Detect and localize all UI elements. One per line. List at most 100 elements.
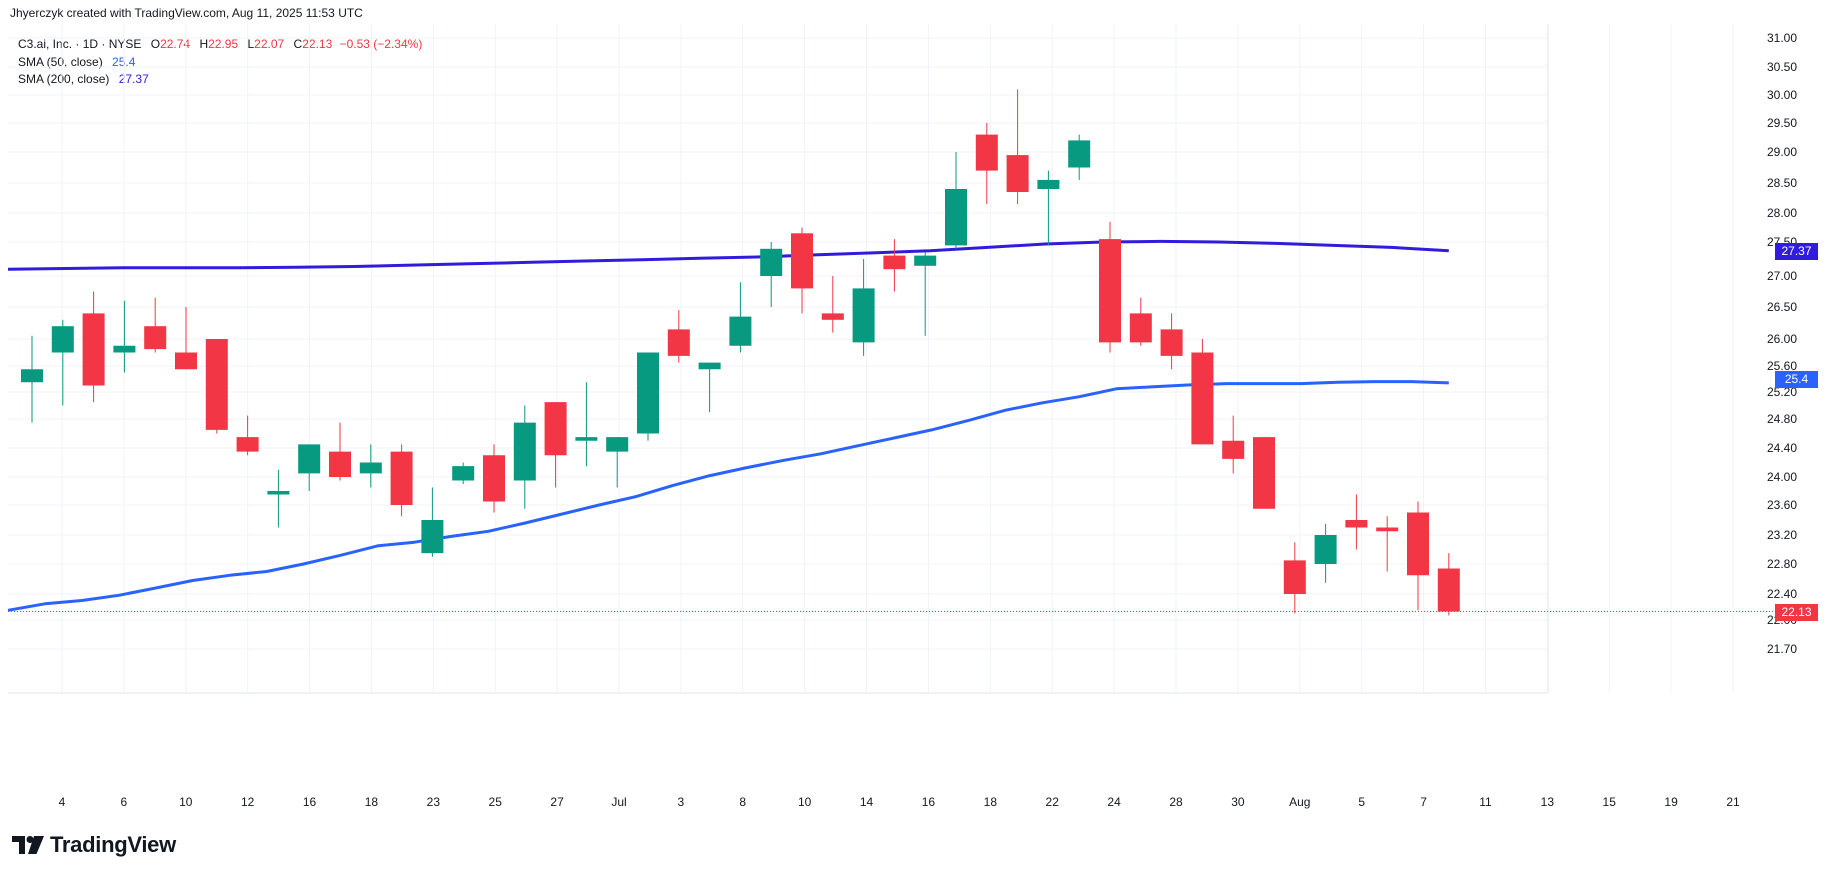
candle-body [637, 352, 659, 434]
candle-body [1407, 512, 1429, 576]
chart-legend: C3.ai, Inc. · 1D · NYSE O22.74 H22.95 L2… [18, 36, 422, 89]
price-axis: 31.0030.5030.0029.5029.0028.5028.0027.50… [1767, 31, 1797, 656]
candle-body [1129, 313, 1152, 343]
y-tick-label: 28.50 [1767, 176, 1797, 190]
candle-body [975, 134, 998, 171]
candle-body [1345, 520, 1368, 528]
candle-body [1037, 179, 1060, 189]
candle-body [821, 313, 844, 320]
sma50-price-label: 25.4 [1775, 371, 1818, 388]
x-tick-label: 3 [678, 795, 685, 809]
x-tick-label: 14 [860, 795, 874, 809]
sma-lines [7, 239, 1775, 613]
x-tick-label: 24 [1107, 795, 1121, 809]
x-tick-label: 23 [427, 795, 441, 809]
y-tick-label: 30.00 [1767, 88, 1797, 102]
candle-body [945, 189, 967, 246]
tradingview-logo-icon [12, 836, 44, 854]
candle-body [51, 326, 74, 353]
candle-body [1006, 155, 1029, 192]
y-tick-label: 29.50 [1767, 116, 1797, 130]
candle-body [359, 462, 382, 474]
candle-body [1253, 437, 1275, 509]
x-tick-label: 19 [1664, 795, 1678, 809]
y-tick-label: 24.80 [1767, 412, 1797, 426]
grid-lines [8, 24, 1734, 694]
x-tick-label: 13 [1541, 795, 1555, 809]
candle-body [329, 451, 351, 477]
candle-body [1191, 352, 1214, 445]
y-tick-label: 22.40 [1767, 587, 1797, 601]
candle-body [698, 362, 721, 370]
candle-body [513, 422, 536, 481]
y-tick-label: 24.00 [1767, 470, 1797, 484]
candle-body [667, 329, 690, 356]
candle-body [113, 345, 136, 353]
candle-body [914, 255, 937, 266]
candle-body [452, 466, 475, 481]
open-key: O [150, 37, 161, 51]
x-tick-label: 27 [550, 795, 564, 809]
sma50-label: SMA (50, close) [18, 54, 103, 69]
brand-logo[interactable]: TradingView [12, 832, 176, 858]
x-tick-label: 5 [1358, 795, 1365, 809]
candle-body [760, 248, 783, 276]
y-tick-label: 25.20 [1767, 385, 1797, 399]
candle-body [298, 444, 321, 474]
high-value: 22.95 [208, 37, 239, 51]
high-key: H [199, 37, 209, 51]
low-value: 22.07 [254, 37, 285, 51]
sma200-label: SMA (200, close) [18, 72, 110, 86]
x-tick-label: 8 [739, 795, 746, 809]
low-key: L [247, 37, 255, 51]
sma200-price-label: 27.37 [1775, 242, 1818, 260]
sma200-value: 27.37 [118, 72, 149, 86]
x-tick-label: 22 [1046, 795, 1060, 809]
candle-body [236, 437, 259, 452]
y-tick-label: 29.00 [1767, 145, 1797, 159]
candles [21, 89, 1460, 616]
candle-body [390, 451, 413, 505]
candle-body [1283, 560, 1306, 594]
candle-body [1437, 568, 1460, 612]
symbol-label: C3.ai, Inc. · 1D · NYSE [18, 37, 142, 51]
candle-body [1099, 239, 1121, 343]
time-axis: 4 6 10 12 16 18 23 25 27 Jul 3 8 10 14 16 18 22 24 28 30 Aug… [59, 795, 1740, 809]
x-tick-label: Aug [1289, 795, 1310, 809]
x-tick-label: 10 [179, 795, 193, 809]
brand-name: TradingView [50, 832, 176, 857]
candle-body [729, 316, 752, 346]
candle-body [1222, 440, 1245, 459]
open-value: 22.74 [160, 37, 191, 51]
x-tick-label: 16 [922, 795, 936, 809]
candle-body [1068, 140, 1091, 168]
sma200-line [7, 239, 1449, 271]
candle-body [144, 326, 167, 350]
x-tick-label: 28 [1169, 795, 1183, 809]
x-tick-label: 11 [1479, 795, 1492, 809]
y-tick-label: 31.00 [1767, 31, 1797, 45]
candle-body [82, 313, 105, 386]
y-tick-label: 27.00 [1767, 269, 1797, 283]
candle-body [1376, 527, 1399, 532]
x-tick-label: 15 [1603, 795, 1617, 809]
candle-body [21, 369, 43, 383]
y-tick-label: 23.20 [1767, 528, 1797, 542]
x-tick-label: 21 [1726, 795, 1740, 809]
candle-body [852, 288, 875, 343]
x-tick-label: 25 [489, 795, 503, 809]
sma200-row[interactable]: SMA (200, close) 27.37 [18, 71, 422, 89]
y-tick-label: 26.00 [1767, 332, 1797, 346]
y-tick-label: 26.50 [1767, 300, 1797, 314]
y-tick-label: 25.60 [1767, 359, 1797, 373]
candle-body [575, 437, 598, 441]
y-tick-label: 22.80 [1767, 557, 1797, 571]
x-tick-label: 16 [303, 795, 317, 809]
y-tick-label: 28.00 [1767, 206, 1797, 220]
candle-body [544, 402, 567, 456]
x-tick-label: Jul [611, 795, 626, 809]
y-tick-label: 21.70 [1767, 642, 1797, 656]
candle-body [205, 339, 228, 430]
current-price-label: 22.13 [1775, 603, 1818, 621]
